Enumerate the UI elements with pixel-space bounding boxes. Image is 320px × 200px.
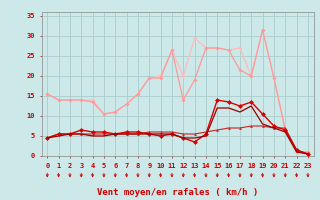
X-axis label: Vent moyen/en rafales ( km/h ): Vent moyen/en rafales ( km/h ) [97,188,258,197]
